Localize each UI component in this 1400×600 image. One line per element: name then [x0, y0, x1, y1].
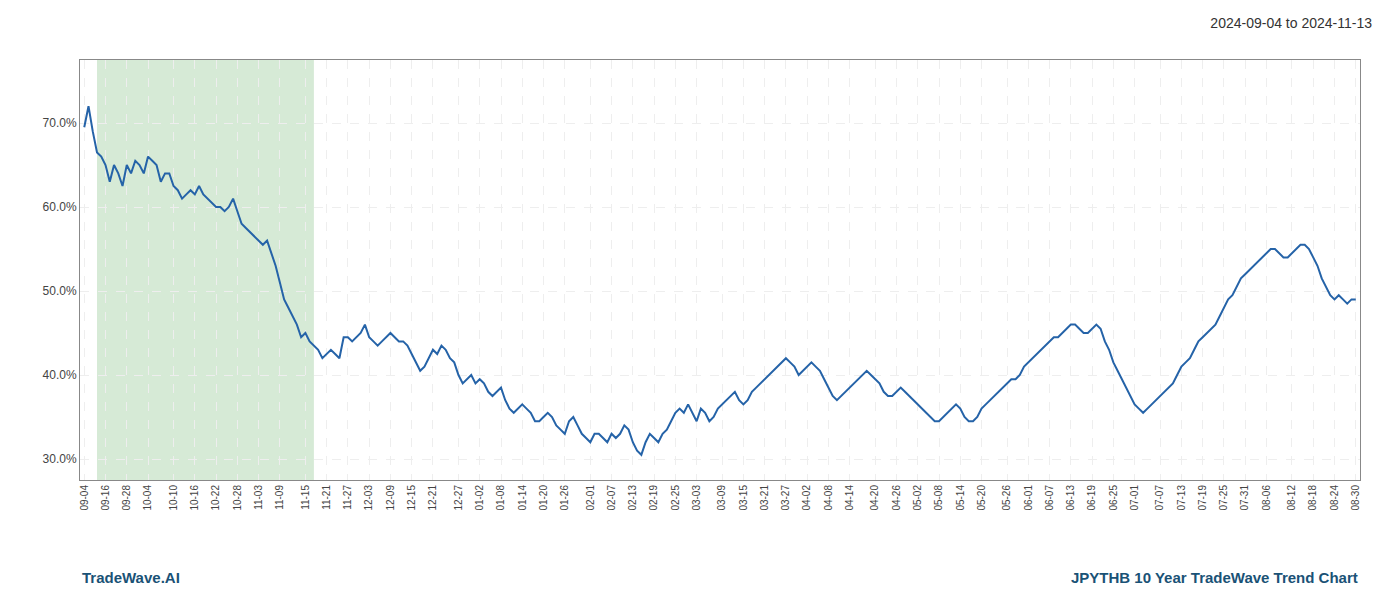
svg-text:02-07: 02-07 [606, 485, 617, 511]
svg-text:02-25: 02-25 [670, 485, 681, 511]
svg-text:05-08: 05-08 [933, 485, 944, 511]
svg-text:11-03: 11-03 [253, 485, 264, 510]
svg-text:07-01: 07-01 [1129, 485, 1140, 511]
svg-text:04-20: 04-20 [869, 485, 880, 511]
svg-text:11-15: 11-15 [300, 485, 311, 510]
svg-text:01-14: 01-14 [517, 485, 528, 511]
svg-text:02-01: 02-01 [585, 485, 596, 511]
svg-text:12-21: 12-21 [427, 485, 438, 511]
svg-text:10-22: 10-22 [210, 485, 221, 511]
svg-text:07-25: 07-25 [1218, 485, 1229, 511]
svg-text:12-03: 12-03 [363, 485, 374, 511]
svg-text:07-13: 07-13 [1176, 485, 1187, 511]
svg-text:10-04: 10-04 [142, 485, 153, 511]
svg-text:03-09: 03-09 [716, 485, 727, 511]
svg-text:10-28: 10-28 [232, 485, 243, 511]
svg-text:05-20: 05-20 [976, 485, 987, 511]
svg-text:60.0%: 60.0% [43, 200, 77, 214]
svg-text:06-01: 06-01 [1023, 485, 1034, 511]
svg-text:08-06: 08-06 [1261, 485, 1272, 511]
svg-text:06-13: 06-13 [1065, 485, 1076, 511]
svg-text:05-02: 05-02 [912, 485, 923, 511]
svg-text:02-19: 02-19 [648, 485, 659, 511]
svg-text:04-26: 04-26 [891, 485, 902, 511]
svg-text:09-04: 09-04 [79, 485, 90, 511]
svg-text:40.0%: 40.0% [43, 368, 77, 382]
svg-text:12-09: 12-09 [385, 485, 396, 511]
svg-text:07-07: 07-07 [1154, 485, 1165, 511]
svg-text:TradeWave.AI: TradeWave.AI [82, 569, 180, 586]
svg-text:12-15: 12-15 [406, 485, 417, 511]
svg-text:12-27: 12-27 [453, 485, 464, 511]
svg-text:05-26: 05-26 [1001, 485, 1012, 511]
svg-text:01-08: 01-08 [495, 485, 506, 511]
svg-text:70.0%: 70.0% [43, 116, 77, 130]
svg-text:10-16: 10-16 [189, 485, 200, 511]
svg-text:2024-09-04 to 2024-11-13: 2024-09-04 to 2024-11-13 [1210, 15, 1372, 31]
svg-text:07-31: 07-31 [1239, 485, 1250, 511]
svg-text:08-18: 08-18 [1307, 485, 1318, 511]
svg-text:03-15: 03-15 [738, 485, 749, 511]
svg-text:04-02: 04-02 [801, 485, 812, 511]
svg-text:03-21: 03-21 [759, 485, 770, 511]
svg-text:06-07: 06-07 [1044, 485, 1055, 511]
svg-text:11-21: 11-21 [321, 485, 332, 510]
svg-text:10-10: 10-10 [168, 485, 179, 511]
svg-text:04-14: 04-14 [844, 485, 855, 511]
svg-text:11-09: 11-09 [274, 485, 285, 510]
svg-text:03-03: 03-03 [691, 485, 702, 511]
svg-text:01-20: 01-20 [538, 485, 549, 511]
svg-text:02-13: 02-13 [627, 485, 638, 511]
svg-text:09-28: 09-28 [121, 485, 132, 511]
svg-text:06-19: 06-19 [1086, 485, 1097, 511]
svg-text:07-19: 07-19 [1197, 485, 1208, 511]
svg-text:03-27: 03-27 [780, 485, 791, 511]
svg-text:01-02: 01-02 [474, 485, 485, 511]
svg-text:08-12: 08-12 [1286, 485, 1297, 511]
svg-text:01-26: 01-26 [559, 485, 570, 511]
svg-text:30.0%: 30.0% [43, 452, 77, 466]
svg-text:50.0%: 50.0% [43, 284, 77, 298]
svg-text:08-30: 08-30 [1350, 485, 1361, 511]
svg-text:JPYTHB 10 Year TradeWave Trend: JPYTHB 10 Year TradeWave Trend Chart [1071, 569, 1358, 586]
svg-text:05-14: 05-14 [955, 485, 966, 511]
svg-text:04-08: 04-08 [823, 485, 834, 511]
svg-text:09-16: 09-16 [100, 485, 111, 511]
svg-text:08-24: 08-24 [1329, 485, 1340, 511]
svg-text:06-25: 06-25 [1108, 485, 1119, 511]
svg-text:11-27: 11-27 [342, 485, 353, 510]
